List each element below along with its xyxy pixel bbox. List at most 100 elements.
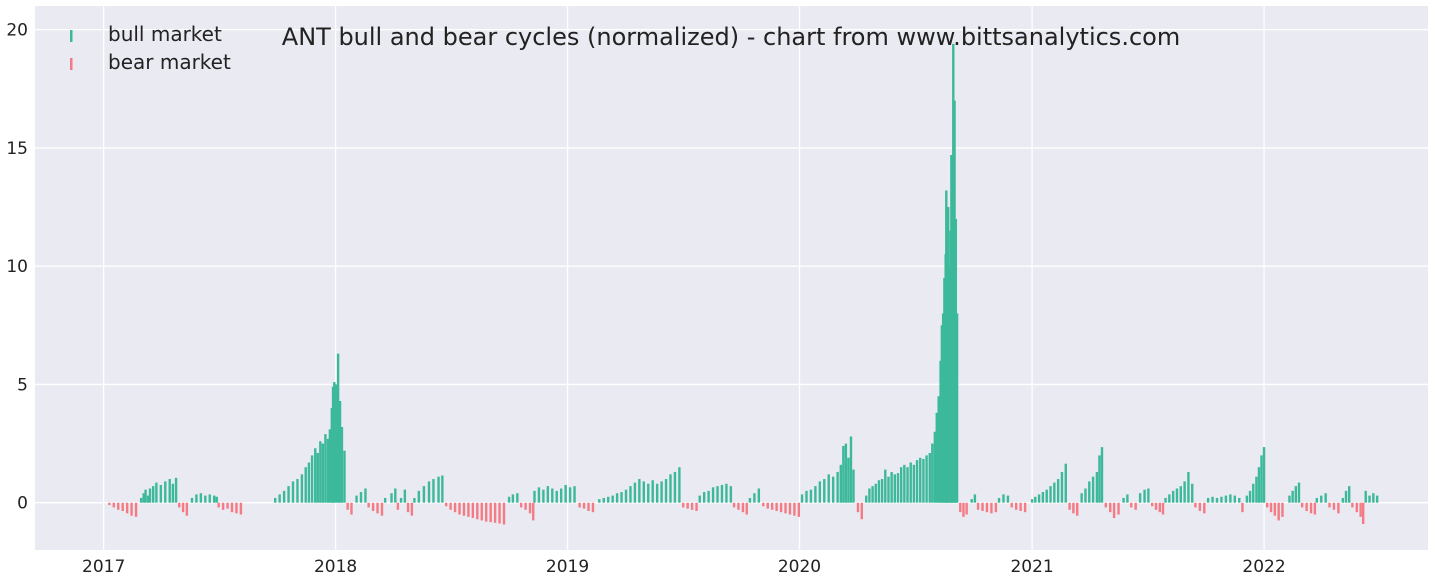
bull-bar — [144, 489, 147, 503]
bull-bar — [155, 482, 158, 503]
bull-bar — [1080, 493, 1083, 503]
bear-bar — [1309, 502, 1313, 514]
bull-bar — [1164, 497, 1167, 503]
bull-bar — [725, 483, 728, 503]
bear-bar — [410, 502, 414, 516]
bear-bar — [462, 502, 466, 516]
bear-bar — [1277, 502, 1280, 521]
bull-bar — [880, 479, 884, 503]
bear-bar — [350, 502, 353, 515]
bear-bar — [498, 502, 501, 524]
bear-bar — [591, 502, 595, 513]
bear-bar — [444, 502, 448, 507]
bull-bar — [274, 497, 277, 503]
bull-bar — [316, 453, 319, 503]
bull-bar — [664, 479, 668, 503]
bear-bar — [1161, 502, 1165, 515]
bull-bar — [997, 497, 1001, 503]
bull-bar — [899, 467, 903, 503]
bear-bar — [1134, 502, 1137, 510]
bull-bar — [573, 486, 576, 503]
bull-bar — [1341, 497, 1345, 503]
bull-bar — [331, 386, 335, 503]
bear-bar — [766, 502, 769, 509]
bull-bar — [542, 489, 545, 503]
bull-bar — [319, 441, 322, 503]
bull-bar — [1175, 488, 1179, 503]
bull-bar — [324, 434, 327, 503]
bull-bar — [1364, 490, 1367, 503]
bear-bar — [217, 502, 220, 508]
bull-bar — [852, 469, 855, 503]
bull-bar — [174, 477, 178, 503]
bear-bar — [1351, 502, 1354, 508]
y-tick-label: 15 — [6, 139, 28, 159]
bear-bar — [745, 502, 748, 515]
bull-bar — [906, 467, 909, 503]
bear-bar — [485, 502, 488, 522]
bull-bar — [1344, 490, 1348, 503]
bull-bar — [624, 489, 628, 503]
bear-bar — [230, 502, 234, 513]
bull-bar — [1034, 496, 1037, 503]
bear-bar — [235, 502, 238, 514]
bear-bar — [108, 502, 111, 506]
bull-bar — [537, 487, 541, 503]
x-tick-label: 2018 — [314, 557, 357, 577]
bear-bar — [178, 502, 181, 508]
bull-bar — [278, 494, 281, 503]
bull-bar — [948, 266, 951, 503]
bull-bar — [973, 494, 977, 503]
bear-bar — [221, 502, 225, 510]
bull-bar — [1206, 497, 1210, 503]
bull-bar — [912, 464, 916, 503]
bull-bar — [310, 455, 314, 503]
bear-bar — [346, 502, 349, 510]
bull-bar — [598, 499, 601, 503]
bull-bar — [638, 479, 641, 503]
x-tick-label: 2020 — [778, 557, 821, 577]
bear-bar — [134, 502, 138, 517]
bull-bar — [1233, 495, 1237, 503]
bull-bar — [707, 490, 710, 503]
y-tick-label: 5 — [17, 375, 28, 395]
bull-bar — [559, 488, 563, 503]
bull-bar — [831, 476, 835, 503]
bear-bar — [1154, 502, 1158, 510]
bear-bar — [380, 502, 384, 516]
bear-bar — [112, 502, 115, 508]
bear-bar — [226, 502, 229, 509]
bear-bar — [1269, 502, 1273, 513]
bear-bar — [1332, 502, 1336, 510]
bear-bar — [797, 502, 801, 517]
bull-bar — [1064, 463, 1067, 503]
bull-bar — [1030, 499, 1034, 503]
bull-bar — [947, 207, 950, 503]
bull-bar — [890, 471, 893, 503]
bull-bar — [669, 474, 672, 503]
bull-bar — [328, 429, 332, 503]
legend: bull market bear market — [70, 22, 231, 74]
bull-bar — [800, 494, 804, 503]
bear-bar — [489, 502, 492, 523]
bear-bar — [1117, 502, 1120, 515]
bull-bar — [1171, 490, 1175, 503]
bear-bar — [1241, 502, 1244, 513]
bear-bar — [779, 502, 783, 513]
bull-bar — [940, 325, 944, 503]
bull-bar — [152, 486, 155, 503]
bull-bar — [403, 489, 407, 503]
y-tick-label: 20 — [6, 21, 28, 41]
bear-bar — [493, 502, 497, 523]
bull-bar — [673, 471, 677, 503]
bull-bar — [909, 462, 912, 503]
bear-bar — [770, 502, 774, 510]
bull-bar — [321, 443, 325, 503]
bull-bar — [146, 495, 150, 503]
bear-bar — [1015, 502, 1018, 510]
bull-bar — [1053, 482, 1056, 503]
bull-bar — [935, 412, 938, 503]
bull-bar — [394, 488, 397, 503]
bear-bar — [856, 502, 860, 513]
bull-bar — [655, 483, 659, 503]
